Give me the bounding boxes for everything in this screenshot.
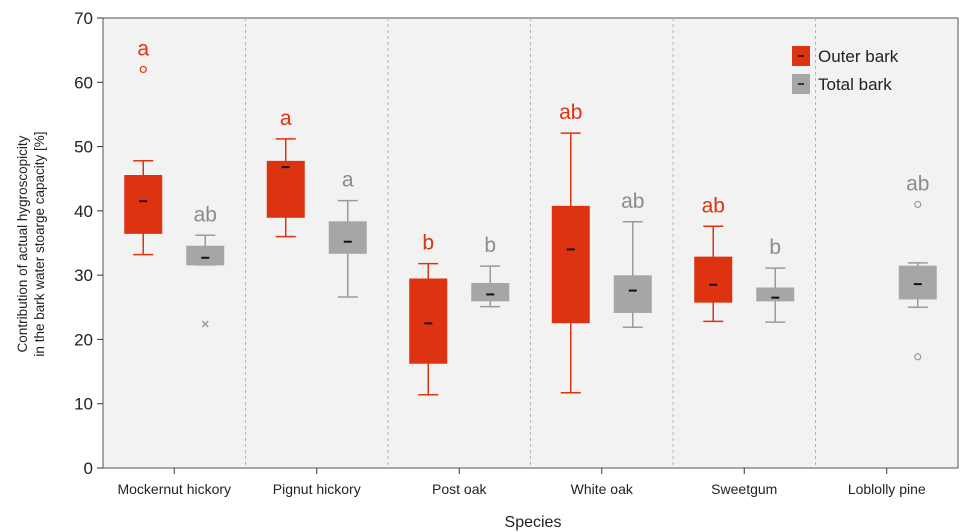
legend-label: Outer bark <box>818 47 899 66</box>
box-group: a <box>328 169 367 298</box>
significance-letter: b <box>422 232 434 255</box>
x-tick-label: Loblolly pine <box>848 481 926 497</box>
box <box>328 221 367 254</box>
category-separators <box>245 18 816 468</box>
significance-letter: b <box>769 236 781 259</box>
box <box>694 256 733 303</box>
significance-letter: ab <box>194 203 217 226</box>
y-tick-label: 10 <box>74 395 93 414</box>
outlier-point <box>139 65 147 74</box>
box <box>124 175 163 234</box>
box-group: a <box>266 107 305 238</box>
x-tick-label: Sweetgum <box>711 481 777 497</box>
box <box>551 205 590 324</box>
legend-label: Total bark <box>818 75 892 94</box>
x-tick-label: Mockernut hickory <box>117 481 231 497</box>
box-group: b <box>409 232 448 396</box>
y-tick-label: 50 <box>74 138 93 157</box>
y-axis: 0 10 20 30 40 50 60 70 <box>74 9 103 478</box>
significance-letter: a <box>342 169 354 192</box>
x-axis-title: Species <box>505 514 562 531</box>
outlier-point <box>914 353 922 361</box>
outlier-point <box>914 200 922 209</box>
y-axis-title-line1: Contribution of actual hygroscopicity <box>15 135 30 352</box>
box <box>186 245 225 266</box>
significance-letter: ab <box>906 172 929 195</box>
x-axis: Mockernut hickory Pignut hickory Post oak W… <box>117 468 926 497</box>
y-tick-label: 0 <box>84 459 93 478</box>
extreme-point <box>201 320 209 328</box>
box <box>409 278 448 364</box>
box-group: ab <box>898 172 937 361</box>
y-tick-label: 30 <box>74 266 93 285</box>
y-axis-title-line2: in the bark water stoarge capacity [%] <box>32 131 47 356</box>
box-group: b <box>471 234 510 308</box>
legend: Outer bark Total bark <box>792 46 899 94</box>
y-tick-label: 40 <box>74 202 93 221</box>
box <box>613 275 652 313</box>
box <box>898 265 937 300</box>
significance-letter: ab <box>702 194 725 217</box>
x-tick-label: Pignut hickory <box>273 481 361 497</box>
significance-letter: ab <box>621 190 644 213</box>
box-group: ab <box>613 190 652 328</box>
y-tick-label: 20 <box>74 330 93 349</box>
box-group: ab <box>694 194 733 323</box>
box-group: ab <box>186 203 225 328</box>
box-group: ab <box>551 101 590 394</box>
y-tick-label: 70 <box>74 9 93 28</box>
x-tick-label: Post oak <box>432 481 487 497</box>
box <box>471 283 510 302</box>
significance-letter: ab <box>559 101 582 124</box>
x-tick-label: White oak <box>571 481 634 497</box>
box <box>756 287 795 302</box>
box-group: a <box>124 37 163 256</box>
significance-letter: a <box>280 107 292 130</box>
y-tick-label: 60 <box>74 73 93 92</box>
box-group: b <box>756 236 795 323</box>
significance-letter: b <box>484 234 496 257</box>
significance-letter: a <box>137 37 149 60</box>
box <box>266 160 305 218</box>
